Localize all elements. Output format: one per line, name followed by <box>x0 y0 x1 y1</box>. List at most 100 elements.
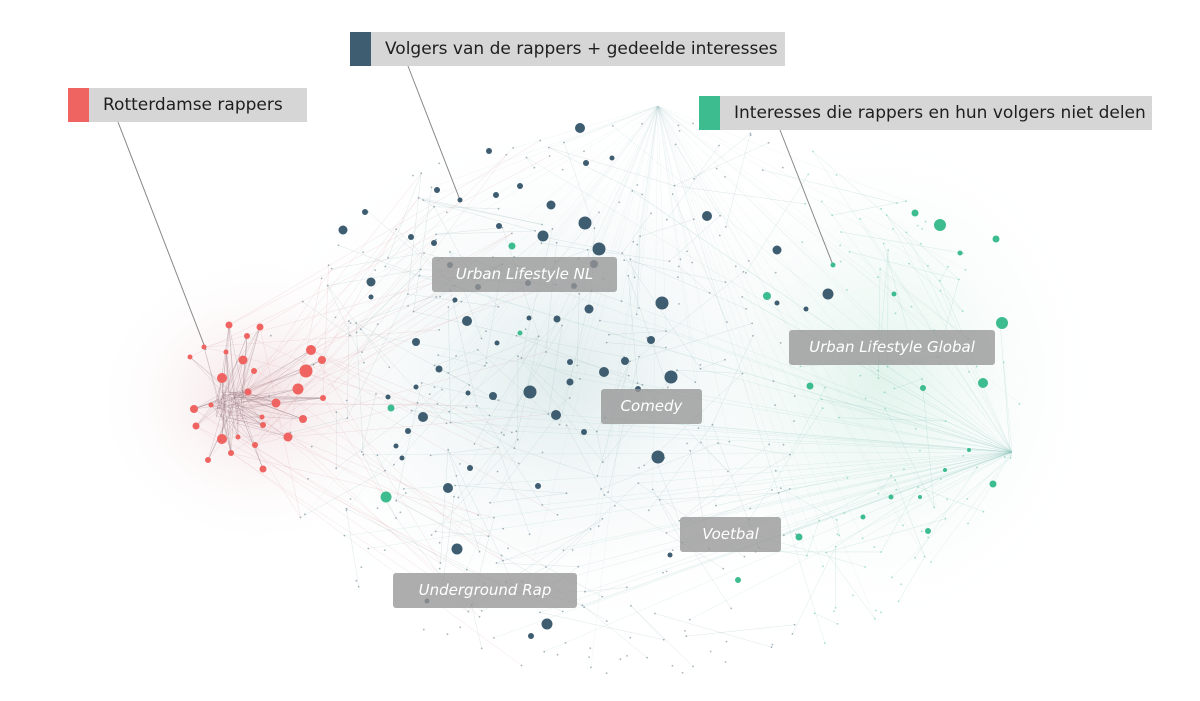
graph-edge <box>584 451 1013 592</box>
graph-edge <box>449 336 539 412</box>
graph-edge <box>676 369 696 383</box>
graph-edge <box>598 105 659 527</box>
graph-edge <box>832 200 907 216</box>
graph-edge <box>657 105 667 332</box>
tiny-node <box>838 416 840 419</box>
tiny-node <box>674 143 677 146</box>
tiny-node <box>360 566 363 568</box>
tiny-node <box>496 470 499 473</box>
tiny-node <box>441 388 443 391</box>
graph-edge <box>836 519 840 536</box>
tiny-node <box>834 545 837 548</box>
tiny-node <box>833 610 835 613</box>
graph-edge <box>237 397 324 403</box>
tiny-node <box>515 430 518 433</box>
tiny-node <box>447 372 450 374</box>
graph-edge <box>657 105 679 126</box>
graph-edge <box>521 357 597 432</box>
tiny-node <box>671 664 674 667</box>
tiny-node <box>1004 456 1006 459</box>
graph-edge <box>238 409 264 470</box>
tiny-node <box>558 423 561 426</box>
rapper-node <box>320 395 326 401</box>
tiny-node <box>964 268 967 271</box>
tiny-node <box>420 172 423 175</box>
graph-edge <box>700 368 1013 453</box>
follower-node <box>537 230 549 242</box>
graph-edge <box>327 285 390 368</box>
graph-edge <box>835 478 942 547</box>
tiny-node <box>360 451 363 453</box>
tiny-node <box>478 550 481 553</box>
graph-edge <box>921 457 1011 532</box>
tiny-node <box>877 276 879 279</box>
tiny-node <box>727 470 729 473</box>
tiny-node <box>905 200 907 203</box>
tiny-node <box>487 535 490 538</box>
graph-edge <box>385 266 1013 453</box>
graph-edge <box>207 197 419 461</box>
graph-edge <box>396 500 502 556</box>
graph-edge <box>999 318 1011 458</box>
graph-edge <box>634 105 659 278</box>
tiny-node <box>335 467 338 470</box>
graph-edge <box>548 105 659 148</box>
graph-edge <box>413 296 441 312</box>
graph-edge <box>193 408 472 606</box>
legend-leader-lines <box>117 65 834 351</box>
rapper-node <box>252 442 258 448</box>
tiny-node <box>631 190 634 192</box>
tiny-node <box>749 507 752 510</box>
tiny-node <box>477 514 480 516</box>
tiny-node <box>495 562 498 564</box>
tiny-node <box>724 226 727 228</box>
tiny-node <box>861 537 864 540</box>
tiny-node <box>902 524 904 527</box>
graph-edge <box>210 404 223 416</box>
graph-edge <box>657 105 808 556</box>
graph-edge <box>742 296 1013 453</box>
graph-edge <box>254 301 462 446</box>
graph-edge <box>355 322 364 455</box>
rapper-node <box>223 349 229 355</box>
tiny-node <box>601 461 604 464</box>
tiny-node <box>880 551 882 553</box>
tiny-node <box>781 166 784 169</box>
graph-edge <box>310 349 499 448</box>
tiny-node <box>678 130 681 132</box>
graph-edge <box>377 455 386 471</box>
tiny-node <box>629 258 632 261</box>
graph-edge <box>666 145 720 220</box>
legend-label-followers: Volgers van de rappers + gedeelde intere… <box>371 32 785 66</box>
tiny-node <box>836 623 839 625</box>
graph-edge <box>355 322 470 386</box>
graph-edge <box>221 392 226 440</box>
follower-node <box>451 543 463 555</box>
graph-edge <box>657 105 730 442</box>
graph-edge <box>548 147 675 186</box>
tiny-node <box>939 289 942 292</box>
graph-edge <box>657 105 950 345</box>
follower-node <box>496 223 502 229</box>
tiny-node <box>654 612 656 615</box>
graph-edge <box>621 253 701 369</box>
tiny-node <box>774 469 777 472</box>
graph-edge <box>360 329 447 424</box>
graph-edge <box>220 414 289 438</box>
legend-swatch-rappers <box>68 88 89 122</box>
follower-node <box>583 160 589 166</box>
not-shared-interest-node <box>795 533 803 541</box>
graph-edge <box>421 382 558 415</box>
tiny-node <box>517 462 520 465</box>
tiny-node <box>418 274 421 277</box>
graph-edge <box>624 259 726 283</box>
tiny-node <box>455 355 457 357</box>
tiny-node <box>465 568 468 571</box>
graph-edge <box>363 451 1013 455</box>
tiny-node <box>403 488 405 490</box>
follower-node <box>412 338 420 346</box>
not-shared-interest-node <box>830 262 836 268</box>
graph-edge <box>502 451 1013 561</box>
graph-edge <box>653 455 680 521</box>
leader-line-rappers <box>117 121 207 351</box>
